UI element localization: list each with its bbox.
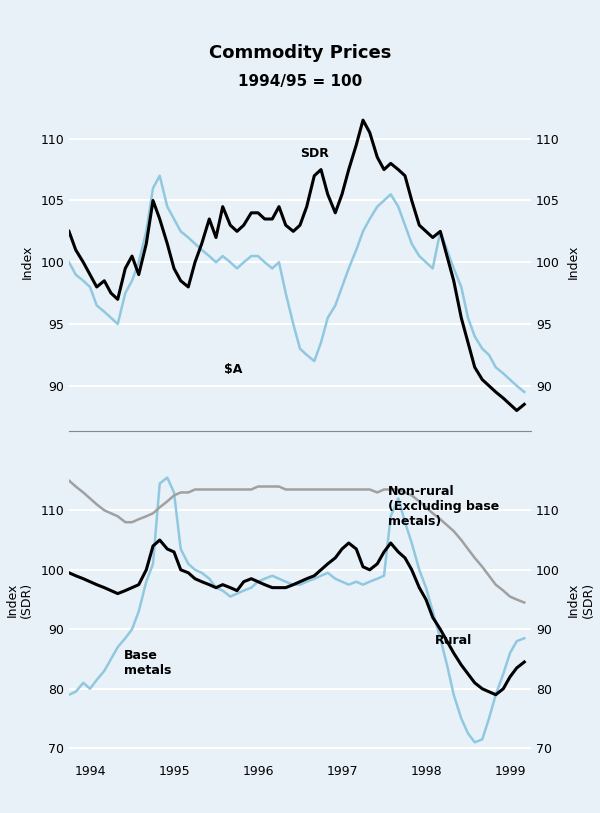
Text: $A: $A (224, 363, 243, 376)
Y-axis label: Index
(SDR): Index (SDR) (566, 581, 595, 618)
Text: 1994/95 = 100: 1994/95 = 100 (238, 74, 362, 89)
Y-axis label: Index
(SDR): Index (SDR) (5, 581, 34, 618)
Y-axis label: Index: Index (20, 245, 34, 280)
Text: SDR: SDR (300, 147, 329, 160)
Text: Commodity Prices: Commodity Prices (209, 44, 391, 62)
Y-axis label: Index: Index (566, 245, 580, 280)
Text: Base
metals: Base metals (124, 649, 171, 677)
Text: Non-rural
(Excluding base
metals): Non-rural (Excluding base metals) (388, 485, 499, 528)
Text: Rural: Rural (434, 634, 472, 647)
